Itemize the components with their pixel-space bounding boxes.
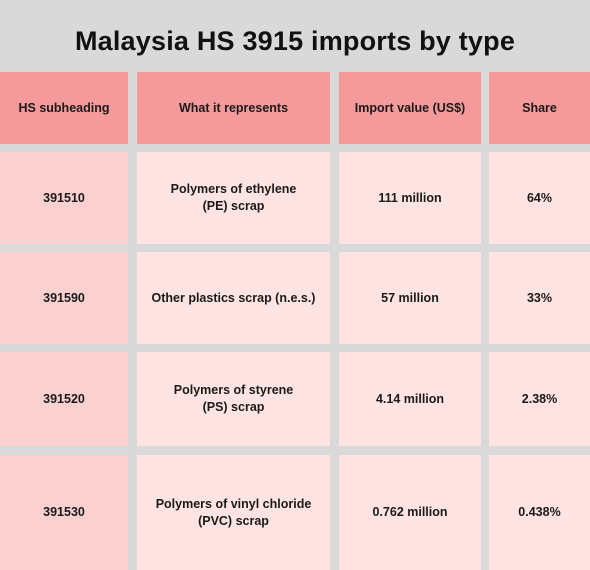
share-cell: 33% [489, 252, 590, 344]
table-row: 391520 Polymers of styrene (PS) scrap 4.… [0, 352, 590, 446]
page-title: Malaysia HS 3915 imports by type [74, 26, 516, 56]
share-cell: 64% [489, 152, 590, 244]
table-row: 391530 Polymers of vinyl chloride (PVC) … [0, 455, 590, 570]
description-cell: Polymers of ethylene (PE) scrap [137, 152, 330, 244]
hs-subheading-cell: 391510 [0, 152, 128, 244]
import-value-cell: 111 million [339, 152, 481, 244]
hs-subheading-cell: 391520 [0, 352, 128, 446]
description-cell: Other plastics scrap (n.e.s.) [137, 252, 330, 344]
import-value-cell: 4.14 million [339, 352, 481, 446]
hs-subheading-cell: 391590 [0, 252, 128, 344]
table-header-row: HS subheading What it represents Import … [0, 72, 590, 144]
header-hs-subheading: HS subheading [0, 72, 128, 144]
table-row: 391590 Other plastics scrap (n.e.s.) 57 … [0, 252, 590, 344]
table-row: 391510 Polymers of ethylene (PE) scrap 1… [0, 152, 590, 244]
hs-subheading-cell: 391530 [0, 455, 128, 570]
share-cell: 2.38% [489, 352, 590, 446]
import-value-cell: 57 million [339, 252, 481, 344]
description-cell: Polymers of styrene (PS) scrap [137, 352, 330, 446]
header-share: Share [489, 72, 590, 144]
import-value-cell: 0.762 million [339, 455, 481, 570]
share-cell: 0.438% [489, 455, 590, 570]
header-import-value: Import value (US$) [339, 72, 481, 144]
description-cell: Polymers of vinyl chloride (PVC) scrap [137, 455, 330, 570]
header-what-it-represents: What it represents [137, 72, 330, 144]
